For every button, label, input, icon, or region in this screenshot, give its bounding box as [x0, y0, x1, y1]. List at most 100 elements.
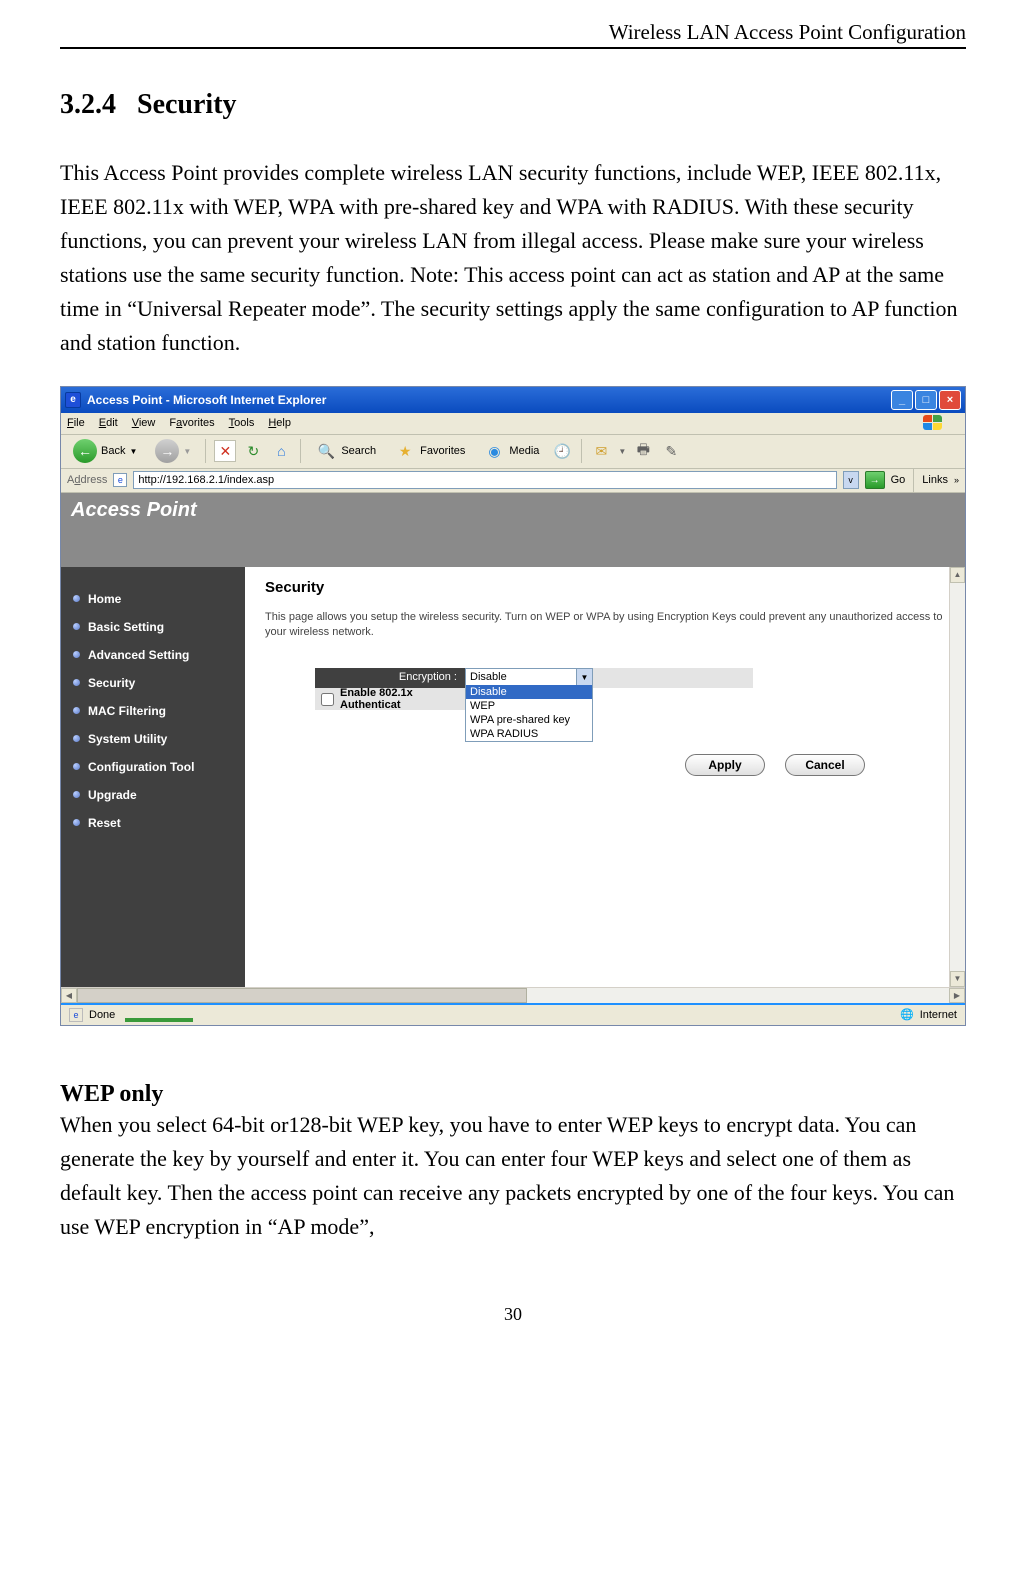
progress-area [125, 1008, 890, 1022]
cancel-button[interactable]: Cancel [785, 754, 865, 776]
enable-8021x-row: Enable 802.1x Authenticat [315, 688, 465, 710]
ie-window: e Access Point - Microsoft Internet Expl… [60, 386, 966, 1026]
sidebar-item-label: System Utility [88, 732, 167, 746]
sidebar-item-system[interactable]: System Utility [69, 725, 237, 753]
vertical-scrollbar[interactable]: ▲ ▼ [949, 567, 965, 987]
option-wep[interactable]: WEP [466, 699, 592, 713]
back-label: Back [101, 445, 125, 457]
bullet-icon [73, 763, 80, 770]
media-button[interactable]: ◉ Media [477, 438, 545, 464]
status-zone: Internet [920, 1009, 957, 1021]
panel-title: Security [265, 579, 945, 596]
back-button[interactable]: ← Back ▼ [67, 437, 143, 465]
section-title: 3.2.4 Security [60, 89, 966, 121]
scroll-down-icon[interactable]: ▼ [950, 971, 965, 987]
button-row: Apply Cancel [685, 754, 945, 776]
mail-button[interactable]: ✉ [590, 440, 612, 462]
sidebar-item-label: Home [88, 592, 121, 606]
minimize-button[interactable]: _ [891, 390, 913, 410]
media-icon: ◉ [483, 440, 505, 462]
menu-view[interactable]: View [132, 417, 156, 429]
toolbar: ← Back ▼ → ▼ ✕ ↻ ⌂ 🔍 Search ★ Favorites [61, 435, 965, 469]
sidebar-item-mac[interactable]: MAC Filtering [69, 697, 237, 725]
sidebar-item-label: Upgrade [88, 788, 137, 802]
scroll-right-icon[interactable]: ▶ [949, 988, 965, 1003]
stop-button[interactable]: ✕ [214, 440, 236, 462]
refresh-button[interactable]: ↻ [242, 440, 264, 462]
encryption-select[interactable]: Disable ▼ Disable WEP WPA pre-shared key… [465, 668, 593, 742]
sidebar-item-basic[interactable]: Basic Setting [69, 613, 237, 641]
menu-favorites[interactable]: Favorites [169, 417, 214, 429]
page-status-icon: e [69, 1008, 83, 1022]
status-done: Done [89, 1009, 115, 1021]
chevron-down-icon: ▼ [129, 447, 137, 456]
scroll-thumb[interactable] [77, 988, 527, 1003]
scroll-left-icon[interactable]: ◀ [61, 988, 77, 1003]
page-content: Access Point Home Basic Setting Advanced… [61, 493, 965, 1003]
home-button[interactable]: ⌂ [270, 440, 292, 462]
menubar: File Edit View Favorites Tools Help [61, 413, 965, 435]
sidebar-item-label: Reset [88, 816, 121, 830]
bullet-icon [73, 679, 80, 686]
maximize-button[interactable]: □ [915, 390, 937, 410]
sidebar-item-security[interactable]: Security [69, 669, 237, 697]
ie-icon: e [65, 392, 81, 408]
banner: Access Point [61, 493, 965, 567]
search-label: Search [341, 445, 376, 457]
bullet-icon [73, 623, 80, 630]
menu-help[interactable]: Help [268, 417, 291, 429]
address-input[interactable] [133, 471, 836, 489]
horizontal-scrollbar[interactable]: ◀ ▶ [61, 987, 965, 1003]
window-title: Access Point - Microsoft Internet Explor… [87, 393, 326, 407]
search-icon: 🔍 [315, 440, 337, 462]
forward-button[interactable]: → ▼ [149, 437, 197, 465]
panel-desc: This page allows you setup the wireless … [265, 610, 945, 641]
panel: Security This page allows you setup the … [245, 567, 965, 987]
address-dropdown[interactable]: v [843, 471, 859, 489]
apply-button[interactable]: Apply [685, 754, 765, 776]
windows-flag-icon [923, 415, 945, 433]
sidebar-item-home[interactable]: Home [69, 585, 237, 613]
sidebar-item-advanced[interactable]: Advanced Setting [69, 641, 237, 669]
menu-edit[interactable]: Edit [99, 417, 118, 429]
sidebar-item-label: Advanced Setting [88, 648, 189, 662]
page-header: Wireless LAN Access Point Configuration [60, 20, 966, 49]
encryption-label: Encryption : [315, 668, 465, 688]
chevron-down-icon: ▼ [183, 447, 191, 456]
bullet-icon [73, 707, 80, 714]
back-icon: ← [73, 439, 97, 463]
statusbar: e Done 🌐 Internet [61, 1003, 965, 1025]
bullet-icon [73, 791, 80, 798]
edit-button[interactable]: ✎ [660, 440, 682, 462]
titlebar: e Access Point - Microsoft Internet Expl… [61, 387, 965, 413]
favorites-button[interactable]: ★ Favorites [388, 438, 471, 464]
sidebar-item-label: MAC Filtering [88, 704, 166, 718]
section-name: Security [137, 89, 237, 120]
option-wpa-psk[interactable]: WPA pre-shared key [466, 713, 592, 727]
paragraph-1: This Access Point provides complete wire… [60, 156, 966, 361]
go-button[interactable]: → [865, 471, 885, 489]
gray-strip [593, 668, 753, 688]
sidebar-item-config[interactable]: Configuration Tool [69, 753, 237, 781]
section-number: 3.2.4 [60, 89, 116, 120]
history-button[interactable]: 🕘 [551, 440, 573, 462]
go-label: Go [891, 474, 906, 486]
sidebar-item-reset[interactable]: Reset [69, 809, 237, 837]
print-button[interactable]: 🖶 [632, 440, 654, 462]
address-label: Address [67, 474, 107, 486]
search-button[interactable]: 🔍 Search [309, 438, 382, 464]
option-disable[interactable]: Disable [466, 685, 592, 699]
chevron-down-icon[interactable]: ▼ [576, 669, 592, 685]
sidebar-item-upgrade[interactable]: Upgrade [69, 781, 237, 809]
page-number: 30 [60, 1304, 966, 1325]
star-icon: ★ [394, 440, 416, 462]
option-wpa-radius[interactable]: WPA RADIUS [466, 727, 592, 741]
scroll-up-icon[interactable]: ▲ [950, 567, 965, 583]
enable-8021x-checkbox[interactable] [321, 693, 334, 706]
menu-file[interactable]: File [67, 417, 85, 429]
encryption-value: Disable [466, 669, 576, 685]
menu-tools[interactable]: Tools [229, 417, 255, 429]
sidebar-item-label: Security [88, 676, 135, 690]
links-label[interactable]: Links [922, 474, 948, 486]
close-button[interactable]: × [939, 390, 961, 410]
